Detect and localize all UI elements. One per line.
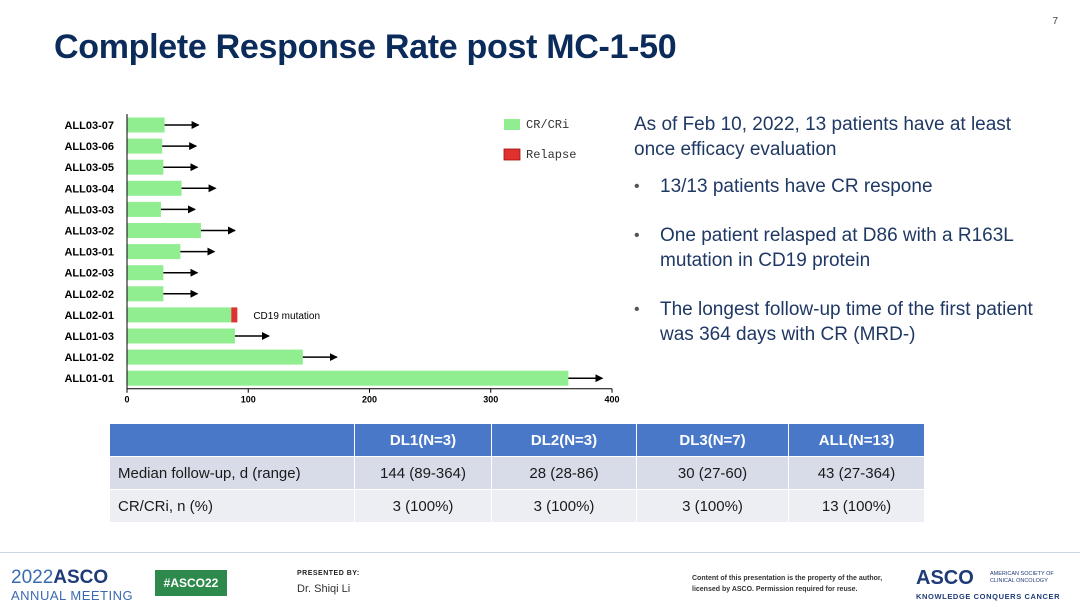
y-tick-label: ALL03-02 — [64, 226, 114, 238]
cr-bar — [127, 328, 235, 344]
table-header-cell — [109, 423, 355, 457]
x-tick-label: 300 — [483, 395, 498, 405]
table-cell: 13 (100%) — [788, 489, 925, 523]
society-name: AMERICAN SOCIETY OF CLINICAL ONCOLOGY — [990, 571, 1054, 584]
hashtag-badge: #ASCO22 — [155, 570, 227, 596]
slide-title: Complete Response Rate post MC-1-50 — [54, 28, 677, 66]
summary-intro: As of Feb 10, 2022, 13 patients have at … — [634, 114, 1012, 160]
y-tick-label: ALL03-05 — [64, 162, 114, 174]
cr-bar — [127, 180, 182, 196]
results-table: DL1(N=3) DL2(N=3) DL3(N=7) ALL(N=13) Med… — [109, 423, 925, 523]
table-header-cell: DL1(N=3) — [354, 423, 492, 457]
cr-bar — [127, 370, 569, 386]
cr-bar — [127, 117, 165, 133]
y-tick-label: ALL02-01 — [64, 310, 114, 322]
y-tick-label: ALL03-04 — [64, 183, 114, 195]
cr-bar — [127, 286, 164, 302]
x-tick-label: 100 — [241, 395, 256, 405]
presenter-name: Dr. Shiqi Li — [297, 583, 351, 595]
y-tick-label: ALL01-02 — [64, 352, 114, 364]
cr-bar — [127, 223, 201, 238]
cr-bar — [127, 159, 164, 175]
summary-bullet: 13/13 patients have CR respone — [634, 174, 1054, 199]
summary-bullets: 13/13 patients have CR respone One patie… — [634, 174, 1054, 347]
meeting-name: ANNUAL MEETING — [11, 588, 134, 603]
legend-label-cr: CR/CRi — [526, 118, 569, 132]
table-row: CR/CRi, n (%) 3 (100%) 3 (100%) 3 (100%)… — [109, 489, 925, 523]
meeting-logo: 2022ASCO — [11, 567, 109, 588]
legend-swatch-relapse — [503, 148, 521, 161]
cr-bar — [127, 138, 163, 154]
table-cell: 30 (27-60) — [636, 456, 789, 490]
cr-bar — [127, 265, 164, 281]
footer: 2022ASCO ANNUAL MEETING #ASCO22 PRESENTE… — [0, 552, 1080, 607]
y-tick-label: ALL02-03 — [64, 268, 114, 280]
table-row: Median follow-up, d (range) 144 (89-364)… — [109, 456, 925, 490]
annotation-label: CD19 mutation — [253, 311, 320, 322]
asco-logo: ASCO — [916, 567, 974, 589]
table-header-cell: ALL(N=13) — [788, 423, 925, 457]
y-tick-label: ALL02-02 — [64, 289, 114, 301]
y-tick-label: ALL03-07 — [64, 120, 114, 132]
cr-bar — [127, 244, 181, 260]
y-tick-label: ALL03-03 — [64, 204, 114, 216]
table-header-cell: DL3(N=7) — [636, 423, 789, 457]
table-cell: CR/CRi, n (%) — [109, 489, 355, 523]
table-cell: Median follow-up, d (range) — [109, 456, 355, 490]
y-tick-label: ALL01-03 — [64, 331, 114, 343]
swimmer-chart: ALL03-07 ALL03-06 ALL03-05 ALL03-04 ALL03-03… — [64, 114, 620, 405]
tagline: KNOWLEDGE CONQUERS CANCER — [916, 592, 1061, 601]
y-tick-label: ALL03-01 — [64, 247, 114, 259]
summary-panel: As of Feb 10, 2022, 13 patients have at … — [634, 112, 1054, 371]
table-header-cell: DL2(N=3) — [491, 423, 637, 457]
cr-bar — [127, 201, 161, 217]
table-cell: 3 (100%) — [354, 489, 492, 523]
legend-swatch-cr — [504, 119, 520, 130]
table-cell: 3 (100%) — [636, 489, 789, 523]
table-header-row: DL1(N=3) DL2(N=3) DL3(N=7) ALL(N=13) — [109, 423, 925, 457]
y-tick-label: ALL01-01 — [64, 373, 114, 385]
table-cell: 144 (89-364) — [354, 456, 492, 490]
legend-label-relapse: Relapse — [526, 148, 576, 162]
table-cell: 3 (100%) — [491, 489, 637, 523]
relapse-bar — [231, 307, 238, 323]
x-tick-label: 400 — [604, 395, 619, 405]
page-number: 7 — [1052, 16, 1058, 27]
y-tick-label: ALL03-06 — [64, 141, 114, 153]
x-tick-label: 200 — [362, 395, 377, 405]
cr-bar — [127, 307, 232, 323]
summary-bullet: One patient relasped at D86 with a R163L… — [634, 223, 1054, 273]
presented-by-label: PRESENTED BY: — [297, 570, 360, 577]
summary-bullet: The longest follow-up time of the first … — [634, 297, 1054, 347]
table-cell: 43 (27-364) — [788, 456, 925, 490]
x-tick-label: 0 — [124, 395, 129, 405]
cr-bar — [127, 349, 303, 365]
table-cell: 28 (28-86) — [491, 456, 637, 490]
copyright-notice: Content of this presentation is the prop… — [692, 575, 883, 593]
